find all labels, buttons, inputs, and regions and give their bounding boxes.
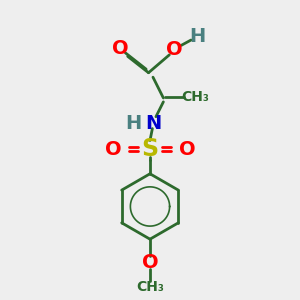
Text: O: O	[104, 140, 121, 159]
Text: O: O	[179, 140, 196, 159]
Text: CH₃: CH₃	[136, 280, 164, 294]
Text: N: N	[146, 114, 162, 133]
Text: O: O	[142, 254, 158, 272]
Text: S: S	[141, 137, 159, 161]
Text: O: O	[166, 40, 183, 59]
Text: O: O	[112, 39, 129, 58]
Text: CH₃: CH₃	[181, 90, 209, 104]
Text: H: H	[189, 27, 206, 46]
Text: H: H	[125, 114, 142, 133]
